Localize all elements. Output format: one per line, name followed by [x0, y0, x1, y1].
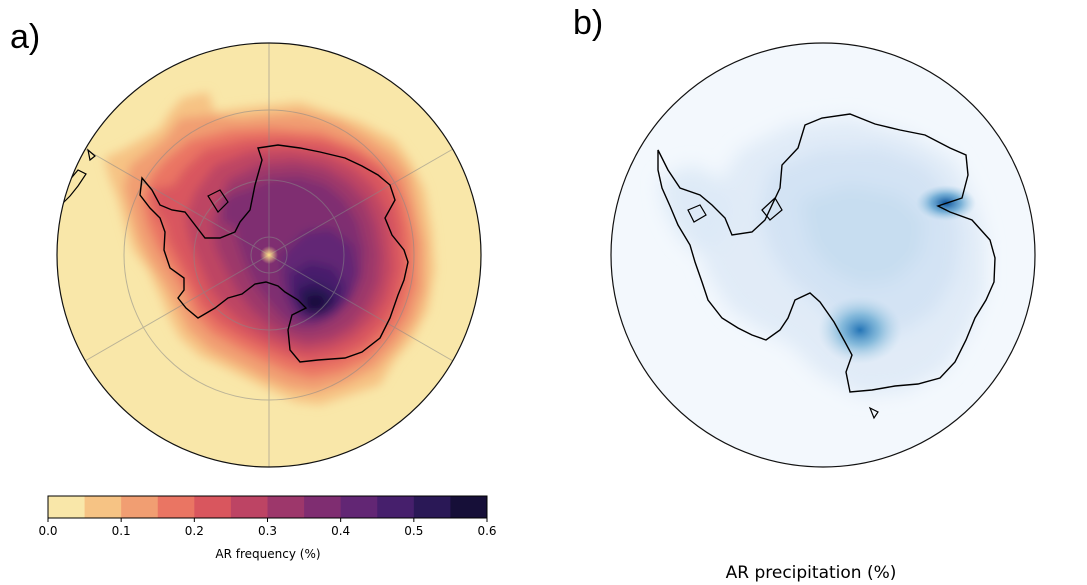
colorbar-a-tick-label: 0.5	[404, 524, 423, 538]
colorbar-a-tick-label: 0.3	[258, 524, 277, 538]
panel-a-colorbar-label: AR frequency (%)	[215, 547, 320, 561]
panel-b-label: b)	[573, 4, 604, 42]
panel-b-islet	[868, 406, 879, 420]
colorbar-a-tick-label: 0.0	[38, 524, 57, 538]
colorbar-a-bin	[121, 496, 159, 518]
panel-a-map-boundary	[56, 42, 482, 468]
colorbar-a-bin	[304, 496, 342, 518]
colorbar-a-tick-label: 0.6	[477, 524, 496, 538]
panel-b-ross-maximum	[818, 296, 902, 364]
panel-a-colorbar: 0.0 0.1 0.2 0.3 0.4 0.5 0.6	[38, 495, 497, 538]
panel-a-map	[56, 42, 482, 468]
panel-b-map-boundary	[610, 42, 1036, 468]
panel-b-precipitation-field	[660, 118, 985, 396]
colorbar-a-tick-label: 0.4	[331, 524, 350, 538]
panel-a-small-island	[87, 148, 96, 162]
panel-a-island	[207, 189, 229, 213]
colorbar-a-bin	[157, 496, 195, 518]
panel-b-colorbar-label: AR precipitation (%)	[726, 563, 897, 583]
colorbar-a-bin	[84, 496, 122, 518]
panel-a-label: a)	[10, 18, 41, 56]
panel-a-coastline	[139, 144, 409, 363]
colorbar-a-bin	[194, 496, 232, 518]
colorbar-a-tick-label: 0.2	[185, 524, 204, 538]
colorbar-a-bin	[377, 496, 415, 518]
panel-a-frequency-field	[104, 92, 435, 405]
colorbar-a-bin	[340, 496, 378, 518]
colorbar-a-bin	[413, 496, 451, 518]
panel-b-coastline	[657, 113, 996, 393]
panel-b-map	[610, 42, 1036, 468]
colorbar-a-tick-label: 0.1	[112, 524, 131, 538]
colorbar-a-bin	[267, 496, 305, 518]
panel-b-island	[761, 197, 783, 221]
colorbar-a-bin	[48, 496, 86, 518]
panel-b-small-island	[687, 204, 707, 223]
panel-a-pole-hotspot	[260, 246, 278, 264]
colorbar-a-bin	[230, 496, 268, 518]
colorbar-a-bin	[450, 496, 488, 518]
